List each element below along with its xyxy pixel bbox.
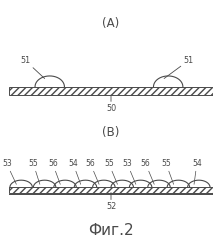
Bar bbox=[9, 187, 213, 192]
Text: 55: 55 bbox=[104, 159, 117, 184]
Text: 55: 55 bbox=[161, 159, 174, 184]
Text: 52: 52 bbox=[106, 192, 116, 211]
Text: 53: 53 bbox=[123, 159, 136, 184]
Text: (В): (В) bbox=[102, 126, 120, 139]
Text: 55: 55 bbox=[28, 159, 40, 184]
Text: 54: 54 bbox=[192, 159, 202, 184]
Text: 56: 56 bbox=[86, 159, 99, 184]
Text: 56: 56 bbox=[48, 159, 60, 184]
Text: (А): (А) bbox=[102, 17, 120, 30]
Bar bbox=[9, 87, 213, 95]
Text: 50: 50 bbox=[106, 95, 116, 113]
Text: 54: 54 bbox=[68, 159, 81, 184]
Text: Фиг.2: Фиг.2 bbox=[88, 223, 134, 238]
Text: 51: 51 bbox=[20, 56, 45, 78]
Text: 51: 51 bbox=[164, 56, 194, 78]
Text: 53: 53 bbox=[2, 159, 16, 184]
Text: 56: 56 bbox=[141, 159, 154, 184]
